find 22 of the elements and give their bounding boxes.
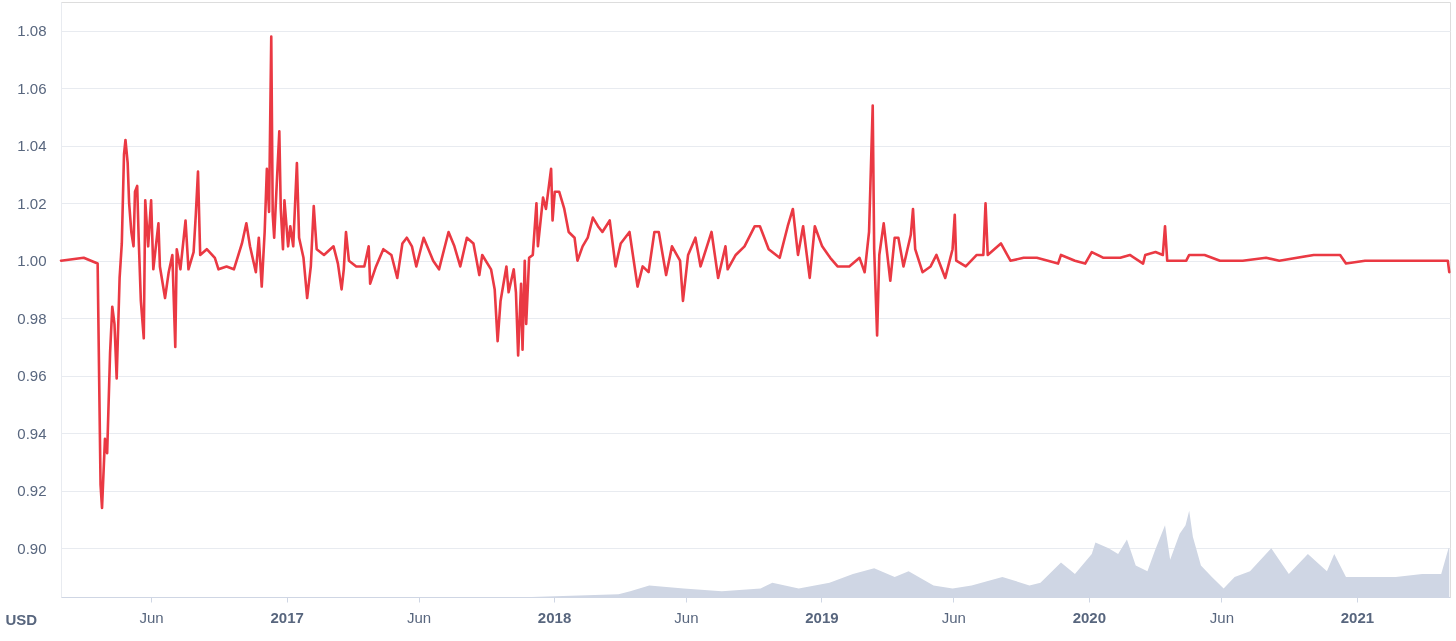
y-tick-label: 1.08 (17, 22, 47, 40)
y-tick-label: 0.96 (17, 367, 47, 385)
y-tick-label: 0.92 (17, 482, 47, 500)
x-tick-label: 2019 (805, 608, 839, 626)
x-tick-label: Jun (139, 608, 164, 626)
y-tick-label: 1.06 (17, 79, 47, 97)
y-tick-label: 0.90 (17, 539, 47, 557)
x-tick-label: 2020 (1072, 608, 1107, 626)
x-tick-label: Jun (941, 608, 966, 626)
x-tick-label: Jun (1209, 608, 1235, 626)
y-tick-label: 1.00 (17, 252, 47, 270)
y-tick-label: 0.94 (17, 424, 47, 442)
x-tick-label: Jun (406, 608, 432, 626)
x-tick-label: Jun (674, 608, 699, 626)
line-series (59, 35, 1451, 510)
x-tick-label: 2017 (270, 608, 304, 626)
y-tick-label: 0.98 (17, 309, 47, 327)
x-tick-label: 2018 (537, 608, 572, 626)
y-axis-title: USD (5, 610, 38, 628)
x-tick-label: 2021 (1340, 608, 1375, 626)
y-tick-label: 1.04 (17, 137, 47, 155)
y-tick-label: 1.02 (17, 194, 47, 212)
